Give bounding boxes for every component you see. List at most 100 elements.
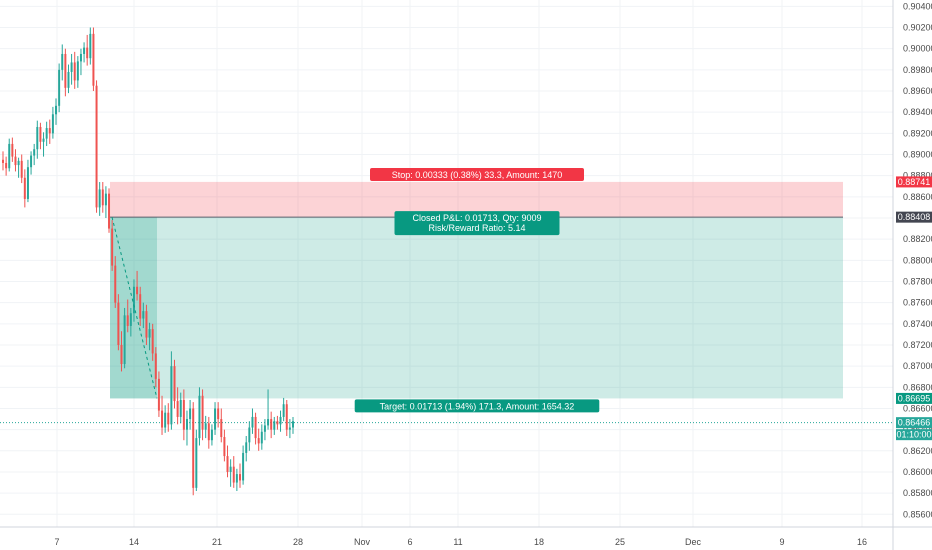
pnl-label: Closed P&L: 0.01713, Qty: 9009 <box>412 213 541 223</box>
candle-body <box>201 395 204 430</box>
candle-body <box>235 474 238 483</box>
target-price-tag-bg <box>896 392 932 404</box>
candle-body <box>76 61 79 81</box>
candle-body <box>129 313 132 326</box>
candle-body <box>98 189 101 208</box>
candle-body <box>126 315 129 326</box>
candle-body <box>185 419 188 430</box>
candle-body <box>245 442 248 453</box>
candle-body <box>42 138 45 142</box>
candle-body <box>136 286 139 295</box>
candle-body <box>226 456 229 472</box>
candle-body <box>132 286 135 314</box>
candle-body <box>207 423 210 441</box>
candle-body <box>192 408 195 488</box>
candle-body <box>148 329 151 338</box>
pnl-label-bg <box>394 211 560 236</box>
candle-body <box>242 452 245 481</box>
candle-body <box>251 416 254 428</box>
price-candles <box>2 27 294 496</box>
stop-price-tag: 0.88741 <box>898 177 931 187</box>
stop-label: Stop: 0.00333 (0.38%) 33.3, Amount: 1470 <box>392 170 563 180</box>
x-tick-label: 11 <box>453 537 462 547</box>
candle-body <box>111 228 114 266</box>
candle-body <box>161 410 164 428</box>
candle-body <box>114 265 117 303</box>
candle-body <box>108 193 111 229</box>
x-tick-label: Dec <box>685 537 702 547</box>
candle-body <box>276 421 279 425</box>
candle-body <box>20 160 23 178</box>
candle-body <box>263 425 266 432</box>
candle-body <box>70 62 73 72</box>
current-price-tag: 0.86466 <box>898 418 931 428</box>
entry-price-tag: 0.88408 <box>898 212 931 222</box>
position-labels: Stop: 0.00333 (0.38%) 33.3, Amount: 1470… <box>111 168 600 413</box>
candle-body <box>39 126 42 142</box>
candle-body <box>260 431 263 444</box>
candle-body <box>92 33 95 86</box>
candle-body <box>83 47 86 54</box>
candle-body <box>30 155 33 168</box>
candle-body <box>79 53 82 62</box>
candle-body <box>189 408 192 420</box>
rr-label: Risk/Reward Ratio: 5.14 <box>428 223 525 233</box>
candle-body <box>26 167 29 199</box>
candle-body <box>58 69 61 106</box>
candle-body <box>117 302 120 345</box>
candle-body <box>232 466 235 483</box>
candle-body <box>95 85 98 208</box>
candle-body <box>157 378 160 411</box>
x-tick-label: 6 <box>407 537 412 547</box>
candle-body <box>154 353 157 379</box>
candle-body <box>173 366 176 402</box>
candle-body <box>292 421 294 428</box>
candle-body <box>179 400 182 417</box>
x-tick-label: 28 <box>293 537 303 547</box>
candle-body <box>282 404 285 417</box>
candle-body <box>248 427 251 443</box>
stop-label-bg <box>370 168 584 181</box>
x-tick-label: 25 <box>615 537 625 547</box>
y-tick-label: 0.85600 <box>903 509 932 519</box>
countdown-tag: 01:10:00 <box>896 430 931 440</box>
candle-body <box>220 419 223 438</box>
candle-body <box>55 105 58 115</box>
candle-body <box>285 404 288 430</box>
target-label: Target: 0.01713 (1.94%) 171.3, Amount: 1… <box>380 401 575 411</box>
candle-body <box>176 401 179 417</box>
candle-body <box>195 438 198 488</box>
candle-body <box>167 412 170 425</box>
candle-body <box>145 311 148 338</box>
candle-body <box>123 315 126 365</box>
candle-body <box>8 143 11 169</box>
candle-body <box>89 33 92 59</box>
candle-body <box>33 149 36 156</box>
candle-body <box>67 71 70 88</box>
x-tick-label: Nov <box>354 537 371 547</box>
candle-body <box>210 429 213 441</box>
candle-body <box>229 466 232 472</box>
entry-price-tag-bg <box>896 211 932 223</box>
candle-body <box>86 47 89 59</box>
candle-body <box>288 427 291 430</box>
